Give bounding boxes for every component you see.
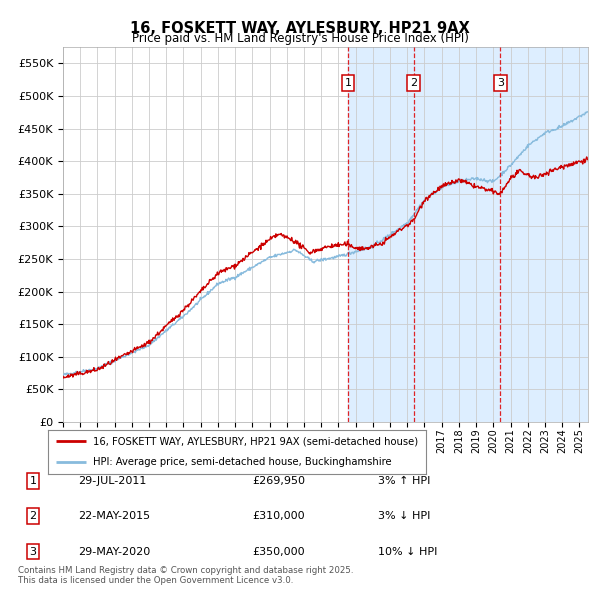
Text: £269,950: £269,950	[252, 476, 305, 486]
Text: 3% ↓ HPI: 3% ↓ HPI	[378, 512, 430, 521]
Text: 16, FOSKETT WAY, AYLESBURY, HP21 9AX: 16, FOSKETT WAY, AYLESBURY, HP21 9AX	[130, 21, 470, 35]
Text: £310,000: £310,000	[252, 512, 305, 521]
Text: Contains HM Land Registry data © Crown copyright and database right 2025.
This d: Contains HM Land Registry data © Crown c…	[18, 566, 353, 585]
Text: 3% ↑ HPI: 3% ↑ HPI	[378, 476, 430, 486]
Text: 10% ↓ HPI: 10% ↓ HPI	[378, 547, 437, 556]
Text: 1: 1	[29, 476, 37, 486]
Text: 29-JUL-2011: 29-JUL-2011	[78, 476, 146, 486]
Text: 1: 1	[345, 78, 352, 88]
Text: Price paid vs. HM Land Registry's House Price Index (HPI): Price paid vs. HM Land Registry's House …	[131, 32, 469, 45]
Text: 3: 3	[29, 547, 37, 556]
Bar	[348, 47, 588, 422]
Text: 29-MAY-2020: 29-MAY-2020	[78, 547, 150, 556]
Text: 2: 2	[29, 512, 37, 521]
Text: 16, FOSKETT WAY, AYLESBURY, HP21 9AX (semi-detached house): 16, FOSKETT WAY, AYLESBURY, HP21 9AX (se…	[94, 437, 418, 447]
Text: 3: 3	[497, 78, 504, 88]
Text: HPI: Average price, semi-detached house, Buckinghamshire: HPI: Average price, semi-detached house,…	[94, 457, 392, 467]
Text: 22-MAY-2015: 22-MAY-2015	[78, 512, 150, 521]
Text: 2: 2	[410, 78, 418, 88]
Text: £350,000: £350,000	[252, 547, 305, 556]
